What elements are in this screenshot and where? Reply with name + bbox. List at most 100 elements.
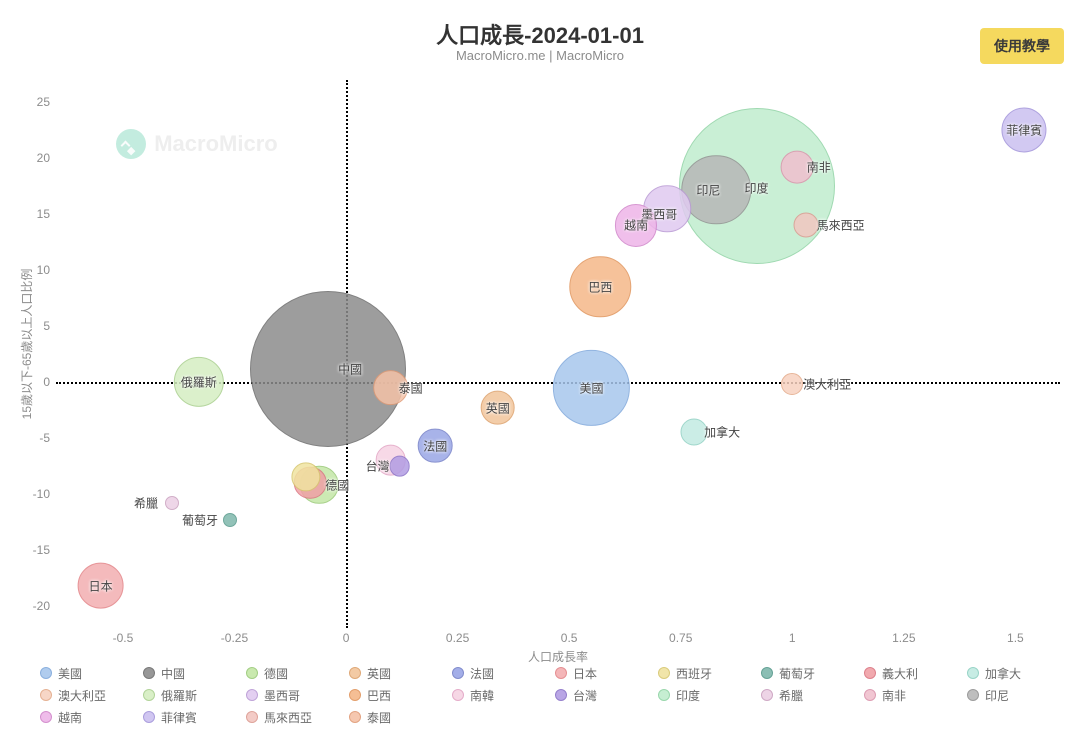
legend-swatch-mexico [246,689,258,701]
legend-swatch-spain [658,667,670,679]
legend-item-thailand[interactable]: 泰國 [349,706,452,728]
macromicro-logo-icon [116,129,146,159]
legend-swatch-india [658,689,670,701]
legend-label-vietnam: 越南 [58,709,82,726]
legend-label-italy: 義大利 [882,665,918,682]
x-tick: -0.25 [221,632,248,644]
legend-item-skorea[interactable]: 南韓 [452,684,555,706]
legend-swatch-australia [40,689,52,701]
legend-item-vietnam[interactable]: 越南 [40,706,143,728]
legend-item-greece[interactable]: 希臘 [761,684,864,706]
legend-label-usa: 美國 [58,665,82,682]
legend-label-greece: 希臘 [779,687,803,704]
legend-label-indonesia: 印尼 [985,687,1009,704]
y-tick: 20 [22,152,50,164]
legend-label-taiwan: 台灣 [573,687,597,704]
legend-swatch-safrica [864,689,876,701]
x-tick: 0.75 [669,632,692,644]
legend-label-germany: 德國 [264,665,288,682]
legend-item-safrica[interactable]: 南非 [864,684,967,706]
legend-label-france: 法國 [470,665,494,682]
watermark-text: MacroMicro [154,131,277,157]
legend-swatch-russia [143,689,155,701]
y-tick: -20 [22,600,50,612]
legend-swatch-taiwan [555,689,567,701]
legend-item-philippines[interactable]: 菲律賓 [143,706,246,728]
legend-swatch-uk [349,667,361,679]
chart-root: 人口成長-2024-01-01 MacroMicro.me | MacroMic… [0,0,1080,737]
legend-item-japan[interactable]: 日本 [555,662,658,684]
legend-swatch-france [452,667,464,679]
y-tick: 5 [22,320,50,332]
legend-item-france[interactable]: 法國 [452,662,555,684]
y-tick: -10 [22,488,50,500]
legend-item-taiwan[interactable]: 台灣 [555,684,658,706]
legend-swatch-skorea [452,689,464,701]
bubble-malaysia[interactable] [793,213,818,238]
legend-swatch-japan [555,667,567,679]
x-tick: 1.5 [1007,632,1024,644]
y-tick: 10 [22,264,50,276]
legend-label-australia: 澳大利亞 [58,687,106,704]
legend-item-mexico[interactable]: 墨西哥 [246,684,349,706]
legend-label-safrica: 南非 [882,687,906,704]
bubble-japan[interactable] [77,562,124,609]
x-tick: 0.25 [446,632,469,644]
bubble-safrica[interactable] [780,151,813,184]
bubble-label-australia: 澳大利亞 [803,376,851,393]
legend-swatch-malaysia [246,711,258,723]
legend-item-germany[interactable]: 德國 [246,662,349,684]
legend-label-uk: 英國 [367,665,391,682]
bubble-canada[interactable] [681,419,708,446]
legend-label-thailand: 泰國 [367,709,391,726]
bubble-greece[interactable] [165,496,179,510]
bubble-france[interactable] [418,428,453,463]
bubble-taiwan[interactable] [389,455,410,476]
bubble-vietnam[interactable] [615,204,657,246]
legend-item-russia[interactable]: 俄羅斯 [143,684,246,706]
legend-label-spain: 西班牙 [676,665,712,682]
legend-swatch-germany [246,667,258,679]
y-tick: 15 [22,208,50,220]
y-tick: 0 [22,376,50,388]
bubble-label-greece: 希臘 [134,494,158,511]
legend-label-china: 中國 [161,665,185,682]
bubble-uk[interactable] [480,390,515,425]
bubble-portugal[interactable] [223,513,237,527]
legend-item-usa[interactable]: 美國 [40,662,143,684]
tutorial-button[interactable]: 使用教學 [980,28,1064,64]
legend-item-indonesia[interactable]: 印尼 [967,684,1070,706]
legend-label-mexico: 墨西哥 [264,687,300,704]
legend-swatch-china [143,667,155,679]
x-tick: 0 [343,632,350,644]
legend-item-spain[interactable]: 西班牙 [658,662,761,684]
legend-swatch-usa [40,667,52,679]
legend-item-canada[interactable]: 加拿大 [967,662,1070,684]
legend-item-australia[interactable]: 澳大利亞 [40,684,143,706]
chart-title: 人口成長-2024-01-01 [0,18,1080,50]
legend-item-malaysia[interactable]: 馬來西亞 [246,706,349,728]
x-tick: 1 [789,632,796,644]
bubble-china[interactable] [250,291,406,447]
bubble-thailand[interactable] [373,370,409,406]
legend-item-china[interactable]: 中國 [143,662,246,684]
plot-area[interactable]: MacroMicro 美國中國德國英國法國日本葡萄牙加拿大澳大利亞俄羅斯墨西哥巴… [56,80,1060,628]
legend-swatch-vietnam [40,711,52,723]
legend-label-canada: 加拿大 [985,665,1021,682]
bubble-philippines[interactable] [1002,108,1047,153]
legend-item-uk[interactable]: 英國 [349,662,452,684]
legend-item-brazil[interactable]: 巴西 [349,684,452,706]
bubble-australia[interactable] [781,373,803,395]
x-tick: -0.5 [113,632,134,644]
legend-swatch-brazil [349,689,361,701]
bubble-russia[interactable] [174,357,224,407]
bubble-usa[interactable] [553,349,629,425]
bubble-label-portugal: 葡萄牙 [182,511,218,528]
legend-item-india[interactable]: 印度 [658,684,761,706]
chart-subtitle: MacroMicro.me | MacroMicro [0,48,1080,63]
legend-item-portugal[interactable]: 葡萄牙 [761,662,864,684]
legend-item-italy[interactable]: 義大利 [864,662,967,684]
legend-label-japan: 日本 [573,665,597,682]
legend-swatch-thailand [349,711,361,723]
bubble-brazil[interactable] [570,256,631,317]
